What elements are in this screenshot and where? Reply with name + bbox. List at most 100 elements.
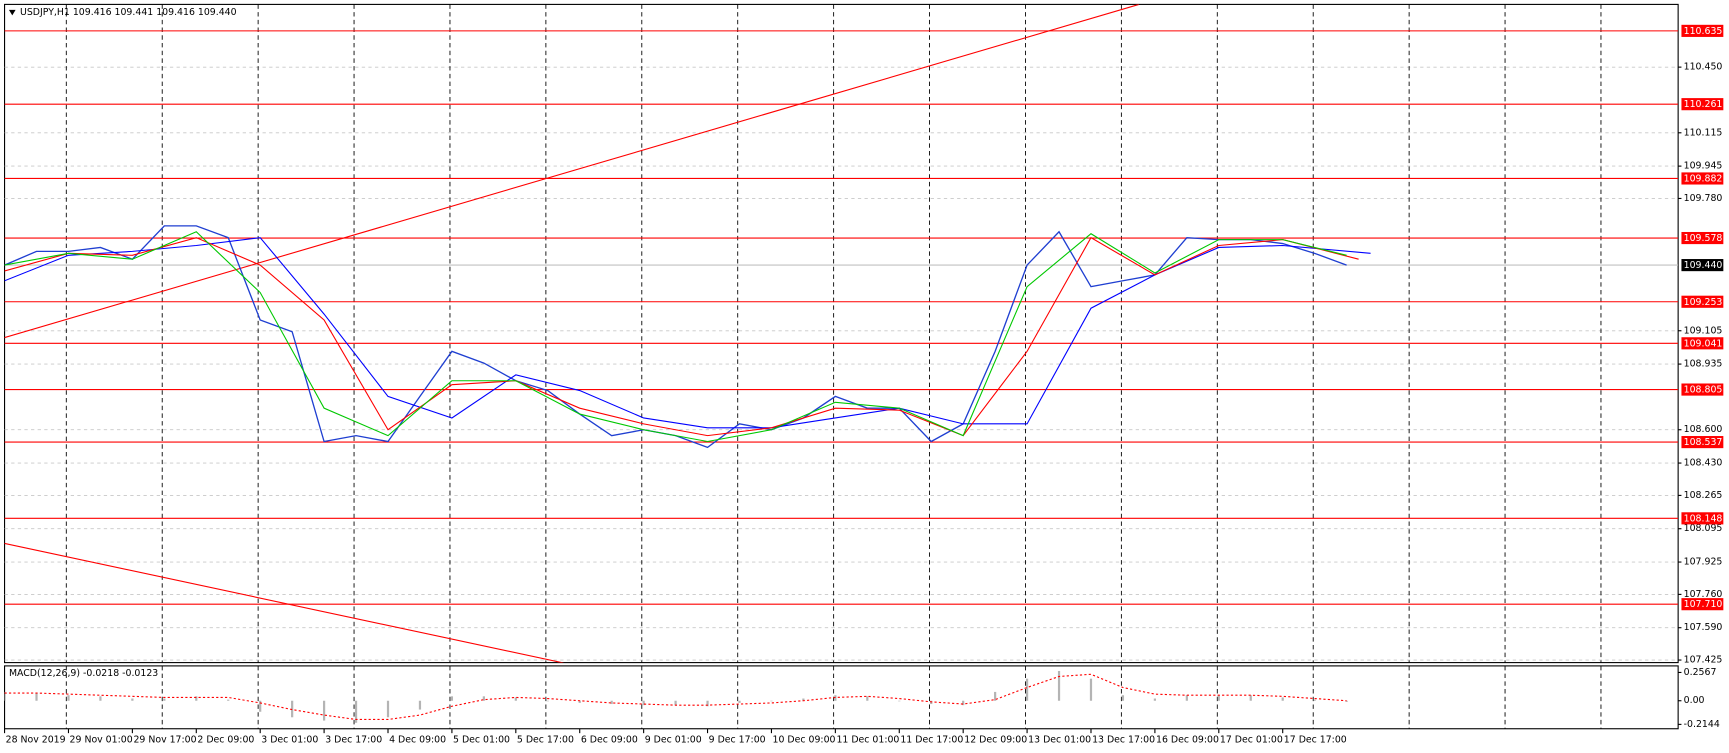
x-tick-label: 13 Dec 01:00	[1028, 734, 1091, 745]
level-label: 108.148	[1684, 513, 1723, 524]
y-tick-label: 109.945	[1684, 161, 1723, 172]
histogram-bar	[1345, 700, 1348, 702]
histogram-bar	[578, 700, 581, 703]
histogram-bar	[227, 699, 230, 701]
histogram-bar	[4, 691, 6, 701]
histogram-bar	[1089, 678, 1093, 701]
menu-arrow[interactable]	[8, 9, 16, 16]
x-tick-label: 29 Nov 01:00	[70, 734, 133, 745]
histogram-bar	[1185, 695, 1188, 701]
x-tick-label: 11 Dec 17:00	[900, 734, 963, 745]
histogram-bar	[1281, 697, 1284, 701]
level-label: 107.710	[1684, 599, 1723, 610]
histogram-bar	[1153, 698, 1156, 701]
histogram-bar	[1057, 670, 1061, 701]
level-label: 108.537	[1684, 437, 1723, 448]
y-tick-label: 108.095	[1684, 523, 1723, 534]
level-label-box	[1681, 98, 1724, 111]
histogram-bar	[1249, 695, 1252, 701]
histogram-bar	[35, 693, 38, 701]
histogram-bar	[482, 696, 485, 701]
x-tick-label: 5 Dec 17:00	[517, 734, 574, 745]
price-line	[4, 236, 1359, 437]
histogram-bar	[674, 700, 677, 706]
x-tick-label: 9 Dec 01:00	[645, 734, 702, 745]
histogram-bar	[1025, 678, 1029, 701]
x-tick-label: 28 Nov 2019	[6, 734, 66, 745]
histogram-bar	[610, 700, 613, 705]
level-label: 109.578	[1684, 233, 1723, 244]
level-label-box	[1681, 172, 1724, 185]
signal-line	[4, 673, 1347, 721]
level-label: 109.041	[1684, 338, 1723, 349]
histogram-bar	[386, 700, 390, 718]
level-label-box	[1681, 231, 1724, 245]
level-label: 109.253	[1684, 297, 1723, 308]
x-tick-label: 2 Dec 09:00	[197, 734, 254, 745]
histogram-bar	[898, 700, 901, 702]
histogram-bar	[1217, 695, 1220, 701]
y-tick-label: 107.925	[1684, 557, 1723, 568]
trendline	[4, 542, 564, 663]
x-tick-label: 5 Dec 01:00	[453, 734, 510, 745]
x-tick-label: 17 Dec 17:00	[1284, 734, 1347, 745]
histogram-bar	[322, 700, 326, 721]
level-label-box	[1681, 383, 1724, 396]
y-tick-label: 109.105	[1684, 325, 1723, 336]
histogram-bar	[259, 700, 262, 712]
histogram-bar	[802, 698, 805, 701]
level-label-box	[1681, 512, 1724, 525]
y-tick-label: 110.115	[1684, 127, 1723, 138]
y-tick-label: 107.760	[1684, 589, 1723, 600]
y-tick-label: 0.2567	[1684, 667, 1717, 678]
histogram-bar	[1121, 695, 1125, 701]
y-tick-label: 110.450	[1684, 62, 1723, 73]
x-tick-label: 9 Dec 17:00	[709, 734, 766, 745]
level-label: 110.261	[1684, 99, 1723, 110]
histogram-bar	[1313, 699, 1316, 701]
level-label-box	[1681, 436, 1724, 449]
x-tick-label: 3 Dec 01:00	[261, 734, 318, 745]
x-tick-label: 17 Dec 01:00	[1220, 734, 1283, 745]
price-line	[4, 231, 1347, 443]
histogram-bar	[450, 696, 454, 701]
histogram-bar	[866, 696, 869, 701]
y-tick-label: 109.780	[1684, 193, 1723, 204]
y-tick-label: 0.00	[1684, 695, 1705, 706]
histogram-bar	[195, 696, 198, 701]
histogram-bar	[99, 696, 102, 701]
y-tick-label: 108.935	[1684, 359, 1723, 370]
y-tick-label: -0.2144	[1684, 719, 1720, 730]
trendline	[4, 4, 1140, 339]
histogram-bar	[546, 700, 549, 702]
level-label-box	[1681, 295, 1724, 308]
current-price-label: 109.440	[1684, 260, 1723, 271]
level-label: 109.882	[1684, 174, 1723, 185]
x-tick-label: 11 Dec 01:00	[836, 734, 899, 745]
histogram-bar	[354, 700, 358, 723]
price-line	[4, 237, 1371, 429]
histogram-bar	[131, 698, 134, 701]
y-tick-label: 107.425	[1684, 655, 1723, 666]
main-panel	[4, 3, 1679, 664]
histogram-bar	[67, 695, 70, 701]
x-tick-label: 13 Dec 17:00	[1092, 734, 1155, 745]
level-label: 108.805	[1684, 385, 1723, 396]
x-tick-label: 29 Nov 17:00	[133, 734, 196, 745]
y-tick-label: 108.600	[1684, 424, 1723, 435]
x-tick-label: 6 Dec 09:00	[581, 734, 638, 745]
overlay: 110.450 110.115 109.945 109.780 109.105 108.9…	[4, 24, 1724, 745]
y-tick-label: 108.430	[1684, 458, 1723, 469]
histogram-bar	[418, 700, 422, 710]
level-label-box	[1681, 337, 1724, 350]
histogram-bar	[706, 700, 709, 707]
histogram-bar	[738, 700, 741, 703]
main-plot	[4, 4, 1679, 663]
histogram-bar	[962, 700, 965, 706]
histogram-bar	[770, 700, 773, 702]
level-label-box	[1681, 598, 1724, 611]
x-tick-label: 10 Dec 09:00	[773, 734, 836, 745]
macd-title: MACD(12,26,9) -0.0218 -0.0123	[9, 668, 158, 679]
